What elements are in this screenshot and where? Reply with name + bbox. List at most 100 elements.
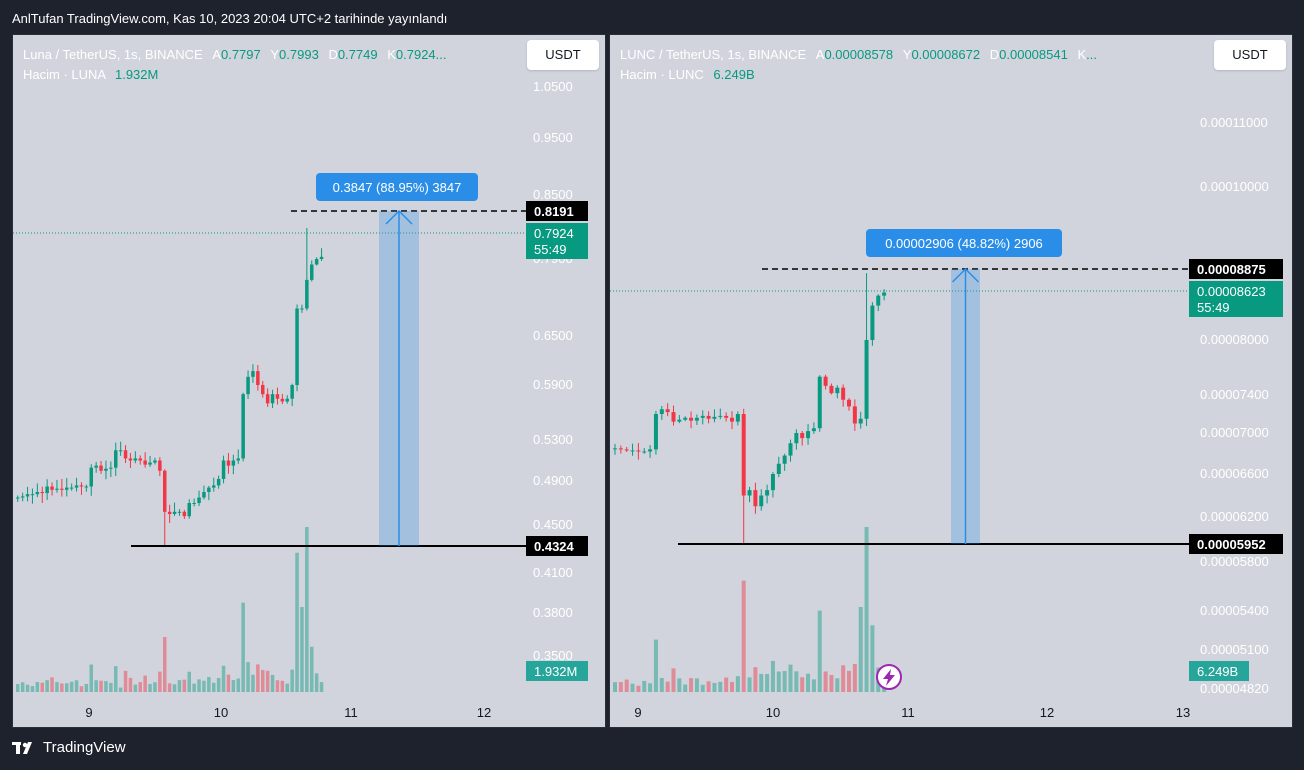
luna-volume-bar — [133, 684, 138, 692]
luna-volume-bar — [197, 679, 201, 692]
luna-candle-body — [109, 467, 113, 469]
luna-candle-body — [310, 264, 314, 280]
luna-chart-panel[interactable]: 1.05000.95000.85000.79000.65000.59000.53… — [12, 34, 606, 728]
lunc-candle-body — [648, 449, 653, 452]
lunc-volume-bar — [864, 527, 869, 692]
lunc-chart-panel[interactable]: 0.00011000 0.00010000 0.00008000 0.00007400… — [609, 34, 1293, 728]
luna-volume-bar — [226, 674, 231, 692]
lunc-candle-body — [613, 448, 617, 450]
luna-candle-body — [16, 497, 20, 499]
luna-volume-bar — [94, 680, 98, 692]
lunc-candle-body — [800, 433, 805, 439]
luna-candle-body — [167, 511, 172, 514]
lunc-volume-bar — [706, 681, 711, 692]
lunc-candle-body — [806, 431, 811, 439]
luna-legend-symbol[interactable]: Luna / TetherUS, 1s, BINANCE — [23, 47, 203, 62]
luna-candle-body — [50, 486, 54, 490]
lunc-volume-bar — [800, 677, 805, 692]
lunc-volume-label: Hacim · LUNC — [620, 67, 704, 82]
luna-volume-bar — [109, 682, 113, 692]
lunc-currency-button[interactable]: USDT — [1214, 40, 1286, 70]
luna-candle-body — [265, 394, 270, 404]
lunc-candle-body — [876, 295, 881, 306]
luna-candle-body — [79, 485, 84, 487]
luna-candle-body — [207, 487, 211, 492]
lunc-volume-tag — [1189, 661, 1249, 681]
lunc-volume-bar — [759, 673, 764, 692]
lunc-chart-svg[interactable]: 0.00011000 0.00010000 0.00008000 0.00007400… — [610, 35, 1292, 727]
lunc-countdown-text: 55:49 — [1197, 300, 1230, 315]
lunc-volume-bar — [653, 639, 658, 692]
lunc-volume-bar — [718, 681, 723, 692]
lunc-legend-c-label: K — [1077, 47, 1087, 62]
luna-volume-bar — [50, 677, 54, 692]
luna-candle-body — [295, 308, 299, 385]
lunc-volume-bar — [858, 607, 863, 692]
lunc-legend-high: 0.00008672 — [911, 47, 981, 62]
lunc-y-tick-label: 0.00005400 — [1200, 603, 1269, 618]
lunc-x-tick-label: 10 — [766, 705, 780, 720]
luna-volume-bar — [207, 677, 211, 692]
luna-legend-l-label: D — [328, 47, 338, 62]
luna-y-tick-label: 0.3800 — [533, 605, 573, 620]
luna-volume-bar — [45, 680, 49, 692]
luna-currency-button[interactable]: USDT — [527, 40, 599, 70]
luna-volume-bar — [25, 684, 30, 692]
lunc-volume-bar — [618, 682, 623, 692]
lunc-candle-body — [665, 409, 670, 413]
lunc-high-price-tag — [1189, 259, 1283, 279]
luna-chart-svg[interactable]: 1.05000.95000.85000.79000.65000.59000.53… — [13, 35, 605, 727]
lunc-volume-bar — [852, 663, 857, 692]
lunc-volume-bar — [794, 671, 799, 692]
lunc-volume-bar — [671, 668, 676, 692]
lunc-candle-body — [636, 450, 641, 452]
luna-volume-bar — [128, 677, 133, 692]
luna-candle-body — [60, 488, 64, 490]
luna-x-tick-label: 12 — [477, 705, 491, 720]
luna-volume-value: 1.932M — [114, 67, 159, 82]
lunc-candle-body — [700, 415, 705, 418]
luna-y-tick-label: 0.5300 — [533, 432, 573, 447]
lunc-x-tick-label: 11 — [901, 705, 915, 720]
luna-volume-bar — [202, 680, 206, 692]
lunc-candle-body — [624, 449, 629, 451]
luna-volume-bar — [55, 682, 59, 692]
lunc-candle-body — [858, 418, 863, 424]
lunc-candle-body — [671, 412, 676, 422]
luna-y-tick-label: 0.5900 — [533, 377, 573, 392]
luna-candle-body — [177, 511, 182, 513]
lunc-y-tick-label: 0.00007000 — [1200, 425, 1269, 440]
lunc-candle-body — [864, 340, 869, 419]
luna-volume-bar — [148, 684, 152, 692]
lunc-volume-bar — [847, 670, 851, 692]
lunc-candle-body — [765, 490, 770, 496]
lunc-volume-bar — [741, 580, 746, 692]
luna-candle-body — [114, 450, 118, 468]
lunc-candle-body — [794, 433, 799, 444]
lunc-candle-body — [730, 417, 734, 422]
luna-volume-bar — [251, 674, 255, 692]
lunc-legend-l-label: D — [989, 47, 1000, 62]
lunc-current-price-text: 0.00008623 — [1197, 284, 1266, 299]
luna-candle-body — [133, 458, 138, 461]
lunc-volume-bar — [735, 676, 740, 692]
luna-y-tick-label: 0.8500 — [533, 187, 573, 202]
luna-candle-body — [246, 376, 250, 395]
luna-volume-bar — [192, 683, 196, 692]
luna-volume-bar — [123, 670, 128, 692]
lunc-volume-bar — [811, 679, 816, 692]
lunc-volume-bar — [642, 680, 647, 692]
luna-volume-bar — [236, 678, 240, 692]
lunc-candle-body — [659, 409, 664, 414]
luna-candle-body — [226, 460, 231, 466]
lunc-legend-o-label: A — [815, 47, 825, 62]
lunc-y-tick-label: 0.00011000 — [1200, 115, 1268, 130]
luna-volume-bar — [270, 674, 275, 692]
luna-candle-body — [30, 494, 35, 496]
lunc-volume-bar — [829, 675, 834, 692]
lunc-current-price-tag — [1189, 281, 1283, 317]
luna-candle-body — [212, 485, 216, 488]
lunc-legend-symbol[interactable]: LUNC / TetherUS, 1s, BINANCE — [620, 47, 807, 62]
lunc-candle-body — [782, 455, 787, 464]
tradingview-footer[interactable]: TradingView — [12, 739, 126, 756]
